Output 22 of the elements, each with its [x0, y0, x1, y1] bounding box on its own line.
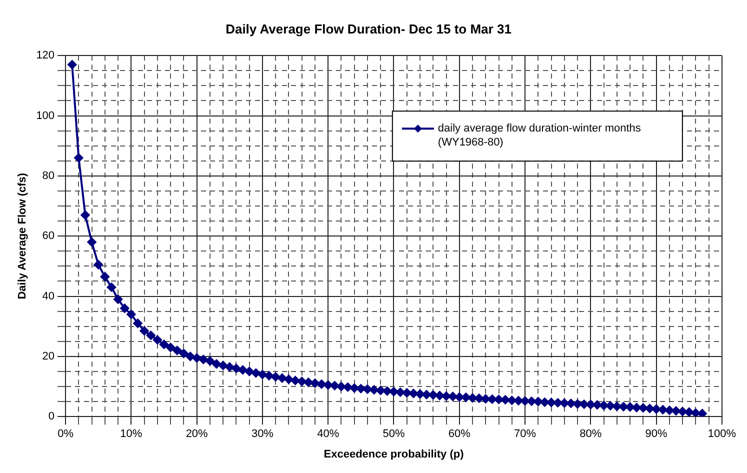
- y-tick-label: 80: [42, 170, 55, 182]
- x-tick-label: 60%: [448, 428, 471, 440]
- chart-title: Daily Average Flow Duration- Dec 15 to Mar 31: [226, 21, 512, 36]
- y-tick-label: 20: [42, 350, 55, 362]
- x-tick-label: 40%: [317, 428, 340, 440]
- y-tick-label: 100: [36, 110, 55, 122]
- y-axis-title: Daily Average Flow (cfs): [16, 172, 29, 300]
- x-tick-label: 0%: [58, 428, 74, 440]
- x-tick-label: 90%: [645, 428, 668, 440]
- y-tick-label: 120: [36, 50, 55, 62]
- x-tick-label: 100%: [708, 428, 736, 440]
- y-tick-label: 40: [42, 290, 55, 302]
- x-tick-label: 80%: [580, 428, 602, 440]
- x-tick-label: 10%: [120, 428, 142, 440]
- x-tick-label: 30%: [251, 428, 274, 440]
- x-tick-label: 20%: [186, 428, 208, 440]
- x-axis-title: Exceedence probability (p): [324, 448, 464, 460]
- x-tick-label: 70%: [514, 428, 536, 440]
- y-tick-label: 0: [48, 410, 55, 423]
- x-tick-label: 50%: [382, 428, 405, 440]
- legend-label: daily average flow duration-winter months (WY1968-80): [438, 122, 642, 149]
- y-tick-label: 60: [42, 230, 55, 242]
